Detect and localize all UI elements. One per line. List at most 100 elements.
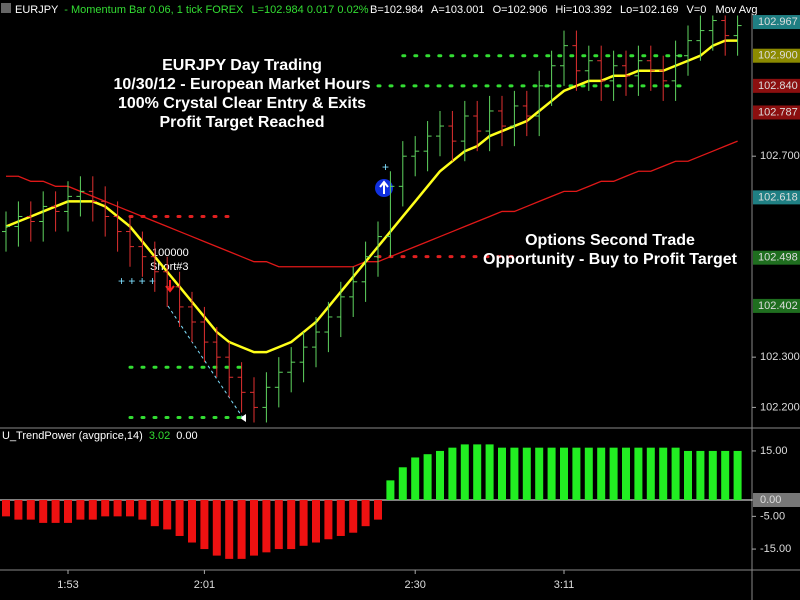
histogram-bar [436, 450, 444, 500]
histogram-bar [361, 500, 370, 527]
histogram-bar [584, 447, 593, 500]
menu-icon[interactable] [1, 3, 11, 13]
histogram-bar [262, 500, 271, 553]
y-tick-label: 0.00 [760, 494, 781, 506]
y-tick-label: 102.200 [760, 401, 800, 413]
moving-average [5, 39, 738, 354]
histogram-bar [721, 450, 730, 500]
histogram-bar [547, 447, 556, 500]
histogram-bar [460, 444, 469, 500]
histogram-bar [200, 500, 209, 550]
y-tick-label: 15.00 [760, 445, 788, 457]
y-tick-label: -5.00 [760, 510, 785, 522]
buy-arrow [379, 180, 389, 194]
indicator-reading: 3.02 [149, 430, 170, 442]
histogram-bar [14, 500, 23, 520]
histogram-bar [101, 500, 110, 517]
header: EURJPY - Momentum Bar 0.06, 1 tick FOREX… [15, 4, 757, 16]
histogram-bar [113, 500, 122, 517]
price-tag [753, 105, 800, 120]
histogram-bar [597, 447, 606, 500]
histogram-bar [522, 447, 531, 500]
histogram-bar [510, 447, 519, 500]
histogram-bar [349, 500, 358, 533]
histogram-bar [634, 447, 643, 500]
histogram-bar [448, 447, 457, 500]
histogram-bar [646, 447, 655, 500]
exit-marker [240, 414, 246, 422]
histogram-bar [684, 450, 692, 500]
histogram-bar [535, 447, 544, 500]
x-tick-label: 2:01 [194, 579, 215, 591]
histogram-bar [250, 500, 258, 556]
histogram-bar [485, 444, 494, 500]
y-tick-label: 102.700 [760, 150, 800, 162]
histogram-bar [659, 447, 668, 500]
histogram-bar [696, 450, 705, 500]
ask: A=103.001 [431, 4, 485, 16]
indicator-title: U_TrendPower (avgprice,14) 3.02 0.00 [2, 430, 198, 442]
histogram-bar [51, 500, 60, 523]
histogram-bar [26, 500, 35, 520]
histogram-bar [287, 500, 296, 550]
price-tag [753, 15, 800, 30]
histogram-bar [572, 447, 581, 500]
histogram-bar [126, 500, 134, 517]
annotation: 100% Crystal Clear Entry & Exits [118, 95, 366, 112]
zero-tag [753, 493, 800, 507]
indicator-name: U_TrendPower (avgprice,14) [2, 430, 143, 442]
annotation: 10/30/12 - European Market Hours [114, 76, 371, 93]
histogram-bar [398, 467, 407, 500]
histogram-bar [411, 457, 420, 500]
histogram-bar [312, 500, 320, 543]
annotation: EURJPY Day Trading [162, 57, 322, 74]
x-tick-label: 3:11 [554, 579, 575, 591]
price-tag-label: 102.618 [758, 191, 798, 203]
price-tag [753, 190, 800, 205]
annotation: Profit Target Reached [159, 114, 324, 131]
histogram-bar [374, 500, 382, 520]
moving-average [6, 140, 738, 268]
price-tag-label: 102.787 [758, 106, 798, 118]
annotation: Opportunity - Buy to Profit Target [483, 251, 738, 268]
price-tag [753, 250, 800, 265]
histogram-bar [212, 500, 221, 556]
histogram-bar [39, 500, 48, 523]
histogram-bar [2, 500, 10, 517]
histogram-bar [76, 500, 85, 520]
histogram-bar [274, 500, 283, 550]
symbol: EURJPY [15, 4, 59, 16]
histogram-bar [324, 500, 333, 540]
histogram-bar [733, 450, 742, 500]
x-tick-label: 2:30 [404, 579, 425, 591]
x-tick-label: 1:53 [57, 579, 78, 591]
high: Hi=103.392 [555, 4, 612, 16]
open: O=102.906 [493, 4, 548, 16]
histogram-bar [138, 500, 147, 520]
histogram-bar [237, 500, 246, 559]
price-tag-label: 102.967 [758, 16, 798, 28]
entry-markers: + + + + [118, 274, 156, 288]
volume: V=0 [687, 4, 707, 16]
histogram-bar [609, 447, 618, 500]
histogram-bar [299, 500, 308, 546]
description: - Momentum Bar 0.06, 1 tick FOREX [64, 4, 244, 16]
histogram-bar [150, 500, 159, 527]
price-tag [753, 78, 800, 93]
histogram-bar [188, 500, 196, 543]
low: Lo=102.169 [620, 4, 678, 16]
histogram-bar [498, 447, 506, 500]
histogram-bar [175, 500, 184, 536]
price-tag [753, 48, 800, 63]
price-tag [753, 298, 800, 313]
price-tag-label: 102.498 [758, 252, 798, 264]
trade-markers: + + + + + [118, 160, 393, 422]
buy-marker: + [382, 160, 389, 174]
histogram-bar [671, 447, 680, 500]
histogram-bar [336, 500, 345, 536]
annotation: Options Second Trade [525, 232, 695, 249]
order-name: Short#3 [150, 261, 189, 273]
quote: L=102.984 0.017 0.02% [251, 4, 368, 16]
